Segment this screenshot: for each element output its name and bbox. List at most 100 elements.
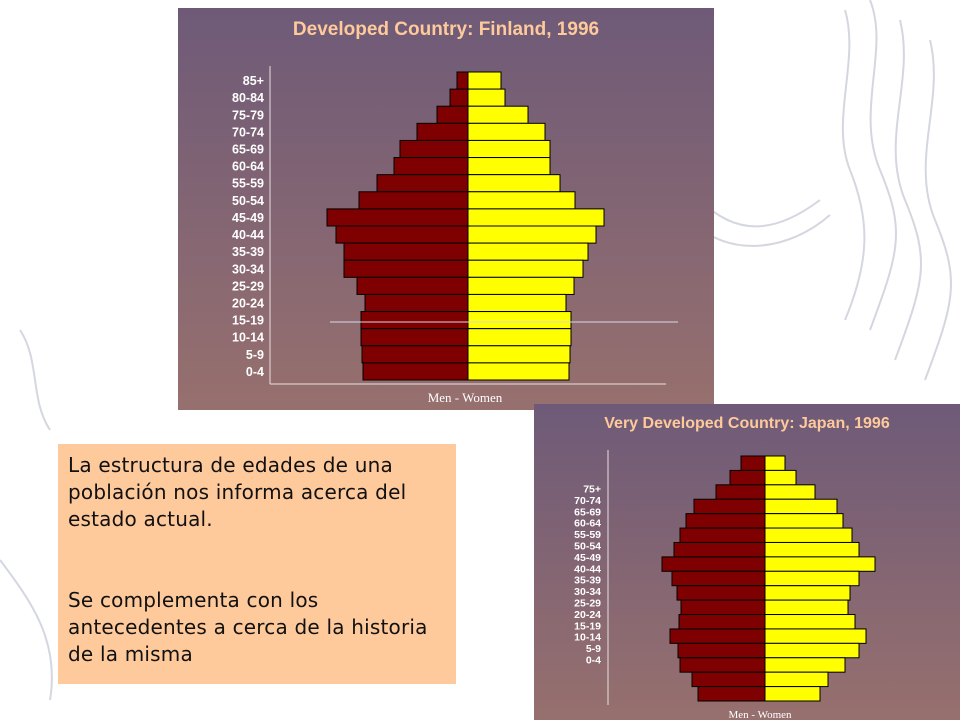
- age-tick-label: 50-54: [232, 194, 264, 208]
- bar-women-15-19: [467, 311, 572, 330]
- x-axis-label: Men - Women: [728, 709, 792, 720]
- bar-women-50-54: [764, 527, 853, 543]
- bar-women-60-64: [764, 498, 838, 515]
- x-axis-label: Men - Women: [428, 390, 503, 405]
- bar-men-0-4: [691, 671, 766, 688]
- bar-men-5-9: [679, 657, 766, 673]
- bar-men-75+: [740, 455, 766, 471]
- age-tick-label: 45-49: [574, 552, 601, 564]
- bar-men-50-54: [679, 527, 766, 543]
- age-tick-label: 20-24: [232, 297, 264, 311]
- bar-women-55-59: [764, 513, 844, 529]
- info-paragraph-2: Se complementa con los antecedentes a ce…: [68, 588, 428, 666]
- age-tick-label: 35-39: [232, 245, 264, 259]
- bar-women-70-74: [764, 469, 797, 486]
- bar-women-60-64: [467, 157, 551, 176]
- bar-women-25-29: [467, 276, 575, 295]
- bar-men-70-74: [729, 469, 766, 486]
- bar-women-70-74: [467, 122, 546, 141]
- age-tick-label: 10-14: [232, 331, 264, 345]
- bar-women-10-14: [764, 642, 860, 659]
- bar-women-40-44: [467, 225, 597, 244]
- age-tick-label: 0-4: [246, 365, 264, 379]
- age-tick-label: 15-19: [232, 314, 264, 328]
- japan-pyramid-chart: Very Developed Country: Japan, 1996 75+ 70…: [534, 404, 960, 720]
- bar-men-60-64: [693, 498, 766, 515]
- bar-men-60-64: [393, 157, 469, 176]
- bar-women-35-39: [764, 570, 860, 587]
- bar-men-45-49: [673, 541, 766, 558]
- bar-men-35-39: [343, 242, 469, 261]
- bar-men-10-14: [360, 328, 469, 347]
- age-tick-label: 55-59: [574, 529, 601, 541]
- bar-women-30-34: [467, 259, 584, 278]
- bar-men-40-44: [335, 225, 469, 244]
- bar-women-row-16: [764, 686, 821, 702]
- age-tick-label: 20-24: [574, 609, 601, 621]
- bar-women-15-19: [764, 628, 867, 644]
- age-tick-label: 80-84: [232, 91, 264, 105]
- bar-women-10-14: [467, 328, 572, 347]
- bar-women-25-29: [764, 599, 849, 616]
- bar-men-75-79: [436, 105, 469, 124]
- chart-title: Developed Country: Finland, 1996: [293, 19, 599, 40]
- bar-women-20-24: [467, 293, 567, 313]
- bar-women-85+: [467, 71, 502, 90]
- bar-men-row-16: [697, 686, 766, 702]
- bar-men-40-44: [661, 556, 766, 572]
- info-paragraph-1: La estructura de edades de una población…: [68, 453, 407, 531]
- age-tick-label: 75-79: [232, 108, 264, 122]
- bar-women-80-84: [467, 88, 506, 107]
- age-tick-label: 85+: [243, 74, 264, 88]
- bar-women-0-4: [764, 671, 829, 688]
- finland-pyramid-svg: Developed Country: Finland, 1996 85+ 80-84…: [178, 8, 714, 410]
- bar-men-20-24: [364, 293, 469, 313]
- bar-women-40-44: [764, 556, 876, 572]
- age-tick-label: 70-74: [232, 125, 264, 139]
- bar-men-65-69: [715, 484, 766, 500]
- bar-men-50-54: [358, 191, 469, 210]
- bar-men-55-59: [376, 174, 469, 193]
- bar-men-25-29: [356, 276, 469, 295]
- age-tick-label: 65-69: [232, 143, 264, 157]
- bar-women-35-39: [467, 242, 589, 261]
- age-tick-label: 10-14: [574, 632, 601, 644]
- age-tick-label: 30-34: [574, 586, 601, 598]
- bar-men-20-24: [678, 614, 766, 630]
- bar-women-65-69: [764, 484, 816, 500]
- age-tick-label: 25-29: [574, 597, 601, 609]
- bar-men-70-74: [416, 122, 469, 141]
- bar-men-30-34: [676, 585, 766, 601]
- age-tick-label: 0-4: [586, 654, 601, 666]
- age-tick-label: 75+: [583, 483, 601, 495]
- bar-men-5-9: [361, 345, 469, 364]
- age-tick-label: 40-44: [232, 228, 264, 242]
- bar-women-0-4: [467, 362, 570, 381]
- bar-men-55-59: [685, 513, 766, 529]
- bar-men-65-69: [399, 139, 469, 159]
- age-tick-label: 70-74: [574, 495, 601, 507]
- bar-women-75-79: [467, 105, 529, 124]
- age-tick-label: 45-49: [232, 211, 264, 225]
- bar-women-55-59: [467, 174, 561, 193]
- age-tick-label: 65-69: [574, 506, 601, 518]
- age-tick-label: 35-39: [574, 575, 601, 587]
- info-text-box: La estructura de edades de una población…: [58, 444, 456, 684]
- age-tick-label: 50-54: [574, 540, 601, 552]
- bar-men-0-4: [362, 362, 469, 381]
- bar-men-45-49: [326, 208, 469, 227]
- bar-men-80-84: [449, 88, 469, 107]
- bar-women-65-69: [467, 139, 551, 159]
- age-tick-label: 5-9: [586, 643, 601, 655]
- bar-men-35-39: [671, 570, 766, 587]
- age-tick-label: 60-64: [232, 160, 264, 174]
- age-tick-label: 55-59: [232, 177, 264, 191]
- age-tick-label: 25-29: [232, 279, 264, 293]
- finland-pyramid-chart: Developed Country: Finland, 1996 85+ 80-84…: [178, 8, 714, 410]
- bar-women-75+: [764, 455, 786, 471]
- japan-pyramid-svg: Very Developed Country: Japan, 1996 75+70…: [534, 404, 960, 720]
- age-tick-label: 5-9: [246, 348, 264, 362]
- bar-men-85+: [456, 71, 469, 90]
- chart-title: Very Developed Country: Japan, 1996: [604, 415, 890, 432]
- bar-women-5-9: [467, 345, 571, 364]
